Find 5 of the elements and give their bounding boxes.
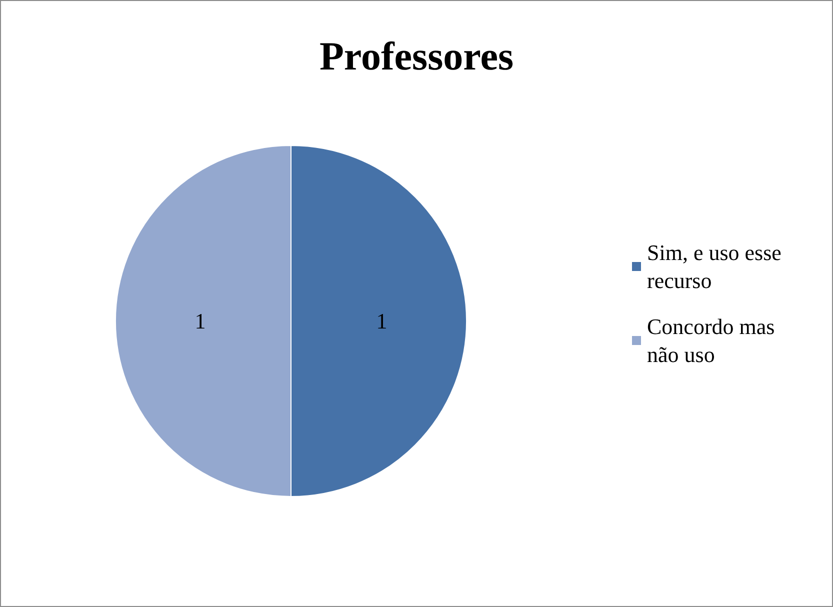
- chart-title: Professores: [319, 34, 514, 78]
- data-label: 1: [194, 308, 206, 334]
- data-label: 1: [376, 308, 388, 334]
- legend-label: Concordo mas não uso: [647, 314, 780, 367]
- legend-label: Sim, e uso esse recurso: [647, 240, 787, 293]
